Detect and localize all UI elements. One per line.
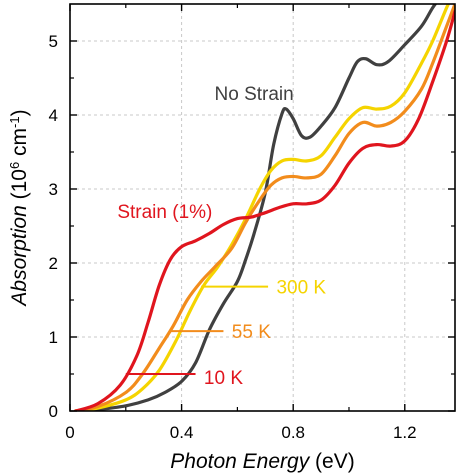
- series-group: [73, 4, 455, 411]
- series-line-55-k: [73, 4, 455, 411]
- annotation-300-k: 300 K: [276, 278, 326, 299]
- y-tick-label: 1: [49, 328, 58, 347]
- annotations: No Strain Strain (1%) 300 K 55 K 10 K: [117, 84, 326, 389]
- x-axis-label: Photon Energy (eV): [170, 450, 354, 473]
- y-tick-label: 0: [49, 402, 58, 421]
- x-tick-label: 0: [65, 423, 74, 442]
- x-tick-label: 0.8: [281, 423, 305, 442]
- x-axis-label-main: Photon Energy: [170, 450, 310, 473]
- annotation-no-strain: No Strain: [215, 84, 294, 105]
- y-tick-label: 5: [49, 32, 58, 51]
- grid-lines: [70, 4, 455, 411]
- annotation-strain-1: Strain (1%): [117, 202, 212, 223]
- y-axis-label-exp2: -1: [7, 116, 22, 128]
- series-line-no-strain: [73, 4, 438, 411]
- y-tick-label: 2: [49, 254, 58, 273]
- annotation-55-k: 55 K: [232, 322, 271, 343]
- y-tick-label: 4: [49, 106, 58, 125]
- plot-frame: [69, 3, 456, 412]
- y-axis-label-exp1: 6: [7, 162, 22, 169]
- y-tick-label: 3: [49, 180, 58, 199]
- x-tick-label: 0.4: [170, 423, 194, 442]
- series-line-strain-1: [73, 9, 455, 411]
- y-axis-label: Absorption (106 cm-1): [7, 109, 32, 307]
- x-axis-label-unit: (eV): [309, 450, 355, 473]
- axis-ticks: 0 0.4 0.8 1.2 0 1 2 3 4 5: [49, 4, 455, 442]
- x-tick-label: 1.2: [393, 423, 417, 442]
- annotation-10-k: 10 K: [204, 368, 243, 389]
- y-axis-label-unit-pre: (10: [8, 169, 31, 205]
- y-axis-label-unit-post: ): [8, 109, 31, 116]
- series-line-300-k: [73, 4, 451, 411]
- y-axis-label-unit-mid: cm: [8, 128, 31, 162]
- y-axis-label-main: Absorption: [8, 205, 31, 307]
